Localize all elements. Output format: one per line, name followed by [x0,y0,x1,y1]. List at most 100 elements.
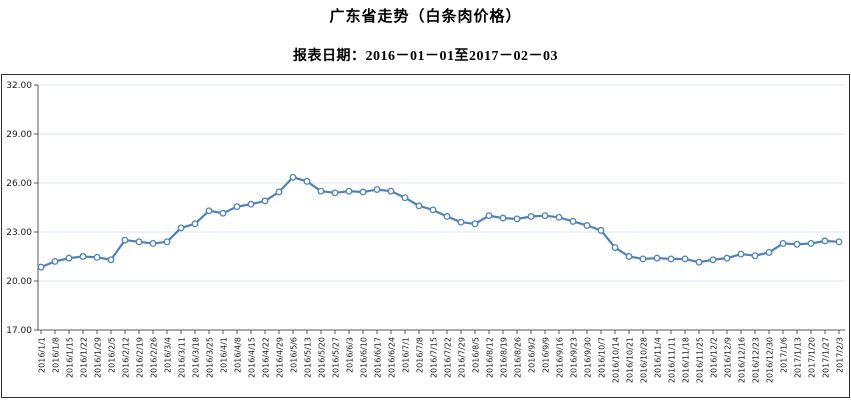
x-axis-label: 2016/11/18 [682,337,691,383]
x-axis-label: 2016/9/30 [584,337,593,378]
x-axis-label: 2017/2/3 [836,337,845,373]
data-point-marker [65,254,73,262]
data-point-marker [303,177,311,185]
x-axis-label: 2016/11/25 [696,337,705,383]
x-axis-label: 2016/2/5 [108,337,117,373]
y-axis-labels: 17.00 20.00 23.00 26.00 29.00 32.00 [6,81,38,336]
data-point-marker [205,207,213,215]
x-axis-label: 2016/5/20 [318,337,327,378]
x-axis-label: 2016/8/12 [486,337,495,378]
data-point-marker [387,187,395,195]
x-axis-label: 2016/1/22 [80,337,89,378]
chart-frame: 17.00 20.00 23.00 26.00 29.00 32.00 2016/1/1 20… [1,74,850,398]
x-axis-label: 2017/1/20 [808,337,817,378]
data-point-marker [177,224,185,232]
x-axis-label: 2016/5/6 [290,337,299,373]
data-point-marker [667,255,675,263]
data-point-marker [807,239,815,247]
x-axis-label: 2016/3/25 [206,337,215,378]
x-axis-label: 2016/10/28 [640,337,649,383]
x-axis-label: 2016/7/22 [444,337,453,378]
x-axis-label: 2016/3/18 [192,337,201,378]
data-point-marker [485,212,493,220]
data-point-marker [275,188,283,196]
data-point-marker [681,255,689,263]
x-axis-label: 2016/4/15 [248,337,257,378]
data-point-marker [79,253,87,260]
data-point-marker [821,237,829,245]
x-axis-label: 2016/11/4 [654,337,663,378]
x-axis-label: 2016/2/26 [150,337,159,378]
data-point-marker [709,256,717,264]
x-axis-label: 2016/5/13 [304,337,313,378]
data-point-marker [471,220,479,228]
data-point-markers [37,173,843,271]
x-axis-label: 2016/3/11 [178,337,187,378]
data-point-marker [625,253,633,260]
x-axis-label: 2016/9/23 [570,337,579,378]
data-point-marker [583,222,591,229]
x-axis-label: 2016/7/8 [416,337,425,373]
x-axis-label: 2016/3/4 [164,337,173,373]
data-point-marker [555,213,563,221]
data-point-marker [289,173,297,181]
data-point-marker [261,197,269,205]
x-axis-label: 2016/6/10 [360,337,369,378]
x-axis-label: 2016/9/16 [556,337,565,378]
data-point-marker [317,187,325,195]
data-point-marker [527,213,535,220]
data-point-marker [835,238,843,246]
x-axis-label: 2016/1/15 [66,337,75,378]
x-axis-label: 2016/12/30 [766,337,775,383]
y-axis-label: 26.00 [6,179,32,189]
data-point-marker [359,188,367,196]
x-axis-label: 2016/10/21 [626,337,635,383]
gridlines [38,84,845,282]
data-point-marker [611,244,619,251]
x-axis-label: 2016/9/2 [528,337,537,373]
data-point-marker [331,189,339,197]
x-axis-label: 2017/1/27 [822,337,831,378]
data-point-marker [737,250,745,258]
x-axis-label: 2016/7/1 [402,337,411,373]
x-axis-label: 2016/5/27 [332,337,341,378]
x-axis-label: 2016/9/9 [542,337,551,373]
data-point-marker [443,213,451,220]
data-point-marker [639,255,647,263]
data-point-marker [135,238,143,246]
chart-title: 广东省走势（白条肉价格） [329,9,522,25]
data-point-marker [401,194,409,202]
x-axis-label: 2016/4/8 [234,337,243,373]
data-point-marker [723,254,731,262]
data-point-marker [597,226,605,234]
data-point-marker [93,253,101,261]
x-axis-label: 2016/8/26 [514,337,523,378]
data-point-marker [233,203,241,211]
y-axis-label: 23.00 [6,228,32,238]
x-axis-label: 2016/6/3 [346,337,355,373]
data-point-marker [219,209,227,217]
axes [37,85,845,331]
data-point-marker [695,258,703,266]
x-axis-label: 2016/2/12 [122,337,131,378]
x-axis-label: 2016/10/14 [612,337,621,383]
x-axis-label: 2016/2/19 [136,337,145,378]
x-axis-label: 2016/12/16 [738,337,747,383]
x-axis-label: 2016/4/1 [220,337,229,373]
x-axis-label: 2016/10/7 [598,337,607,378]
x-axis-label: 2016/6/17 [374,337,383,378]
data-point-marker [765,248,773,256]
x-axis-label: 2016/7/29 [458,337,467,378]
x-axis-label: 2016/4/29 [276,337,285,378]
y-axis-label: 17.00 [6,326,32,336]
x-axis-label: 2016/8/19 [500,337,509,378]
data-point-marker [457,218,465,226]
x-axis-label: 2016/1/8 [52,337,61,373]
x-axis-label: 2016/1/1 [38,337,47,373]
y-axis-label: 20.00 [6,277,32,287]
data-point-marker [163,238,171,246]
data-point-marker [373,186,381,193]
x-axis-label: 2016/12/2 [710,337,719,378]
x-axis-label: 2017/1/6 [780,337,789,373]
data-point-marker [653,254,661,262]
